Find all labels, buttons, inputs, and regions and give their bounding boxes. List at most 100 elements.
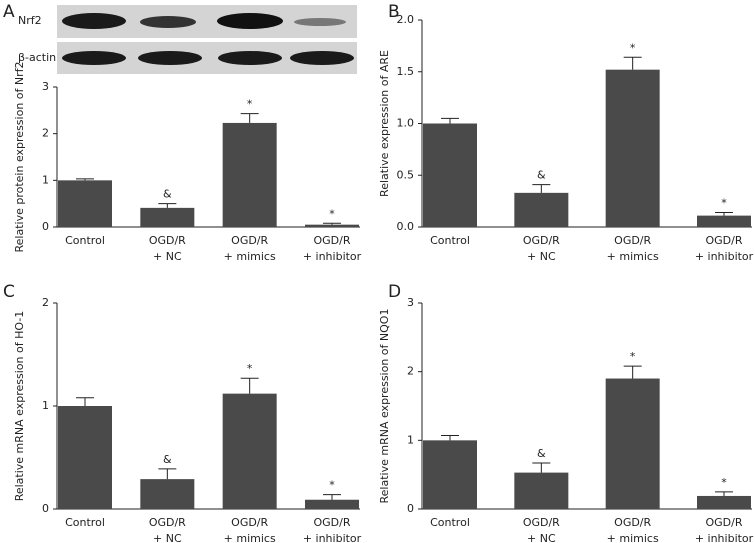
band [217, 13, 283, 29]
y-tick-label: 1 [42, 399, 49, 412]
bar [514, 192, 569, 227]
significance-marker: * [630, 41, 636, 54]
error-bar [76, 178, 94, 181]
y-tick-label: 0.0 [397, 220, 415, 233]
x-tick-label: Control [430, 234, 470, 247]
error-bar [323, 222, 341, 225]
error-bar [76, 397, 94, 406]
bar [305, 224, 359, 227]
x-tick-label: OGD/R [313, 516, 350, 529]
x-tick-label: + inhibitor [695, 532, 754, 543]
bar [697, 495, 751, 509]
y-tick-label: 2.0 [397, 13, 415, 26]
error-bar [240, 377, 259, 394]
x-tick-label: OGD/R [705, 516, 742, 529]
bar [514, 472, 569, 509]
y-axis-label: Relative mRNA expression of NQO1 [378, 309, 391, 504]
x-tick-label: + NC [153, 250, 182, 263]
bar [423, 440, 477, 509]
bar [140, 479, 195, 509]
error-bar [532, 462, 551, 473]
significance-marker: * [721, 476, 727, 489]
band [138, 51, 202, 65]
bar [305, 499, 359, 509]
western-blot: Nrf2 β-actin [18, 5, 357, 74]
x-tick-label: Control [65, 516, 105, 529]
x-tick-label: + NC [527, 250, 556, 263]
significance-marker: * [247, 98, 253, 111]
bar [605, 378, 660, 509]
x-tick-label: OGD/R [149, 516, 186, 529]
x-tick-label: + inhibitor [303, 532, 362, 543]
y-tick-label: 2 [42, 127, 49, 140]
x-tick-label: OGD/R [523, 234, 560, 247]
error-bar [623, 56, 642, 70]
y-tick-label: 1 [42, 173, 49, 186]
y-tick-label: 0.5 [397, 168, 415, 181]
panel-letter: C [3, 282, 15, 302]
significance-marker: & [163, 453, 172, 466]
error-bar [158, 203, 177, 208]
x-tick-label: OGD/R [149, 234, 186, 247]
band [290, 51, 354, 65]
panel-letter: A [3, 2, 15, 22]
significance-marker: * [329, 207, 335, 220]
x-tick-label: OGD/R [705, 234, 742, 247]
x-tick-label: OGD/R [231, 516, 268, 529]
panel-letter: B [388, 2, 400, 22]
significance-marker: * [329, 479, 335, 492]
error-bar [441, 117, 459, 124]
x-tick-label: OGD/R [614, 516, 651, 529]
y-tick-label: 0 [42, 502, 49, 515]
x-tick-label: + inhibitor [695, 250, 754, 263]
bar [605, 69, 660, 228]
bar [58, 180, 112, 227]
panel-letter: D [388, 282, 401, 302]
error-bar [623, 365, 642, 379]
error-bar [715, 212, 733, 216]
band [62, 13, 126, 29]
band [140, 16, 196, 28]
blot-label: β-actin [18, 51, 56, 64]
x-tick-label: + inhibitor [303, 250, 362, 263]
error-bar [323, 494, 341, 500]
band [294, 18, 346, 26]
x-tick-label: + mimics [224, 532, 276, 543]
significance-marker: * [630, 350, 636, 363]
bar [140, 207, 195, 227]
significance-marker: & [163, 188, 172, 201]
error-bar [240, 113, 259, 123]
x-tick-label: + mimics [607, 250, 659, 263]
x-tick-label: OGD/R [614, 234, 651, 247]
y-axis-label: Relative mRNA expression of HO-1 [13, 311, 26, 502]
x-tick-label: + NC [153, 532, 182, 543]
error-bar [441, 435, 459, 441]
error-bar [532, 184, 551, 193]
blot-label: Nrf2 [18, 14, 42, 27]
x-tick-label: Control [430, 516, 470, 529]
x-tick-label: OGD/R [313, 234, 350, 247]
y-tick-label: 0 [407, 502, 414, 515]
y-tick-label: 0 [42, 220, 49, 233]
bar [222, 122, 277, 227]
x-tick-label: Control [65, 234, 105, 247]
error-bar [715, 491, 733, 496]
x-tick-label: OGD/R [523, 516, 560, 529]
error-bar [158, 468, 177, 480]
x-tick-label: + mimics [607, 532, 659, 543]
y-tick-label: 1.0 [397, 117, 415, 130]
bar [697, 215, 751, 227]
significance-marker: & [537, 169, 546, 182]
x-tick-label: + NC [527, 532, 556, 543]
y-tick-label: 2 [407, 365, 414, 378]
band [218, 51, 282, 65]
significance-marker: * [247, 362, 253, 375]
significance-marker: * [721, 197, 727, 210]
y-tick-label: 1 [407, 433, 414, 446]
y-axis-label: Relative expression of ARE [378, 50, 391, 197]
y-tick-label: 1.5 [397, 65, 415, 78]
x-tick-label: + mimics [224, 250, 276, 263]
x-tick-label: OGD/R [231, 234, 268, 247]
bar [222, 393, 277, 509]
